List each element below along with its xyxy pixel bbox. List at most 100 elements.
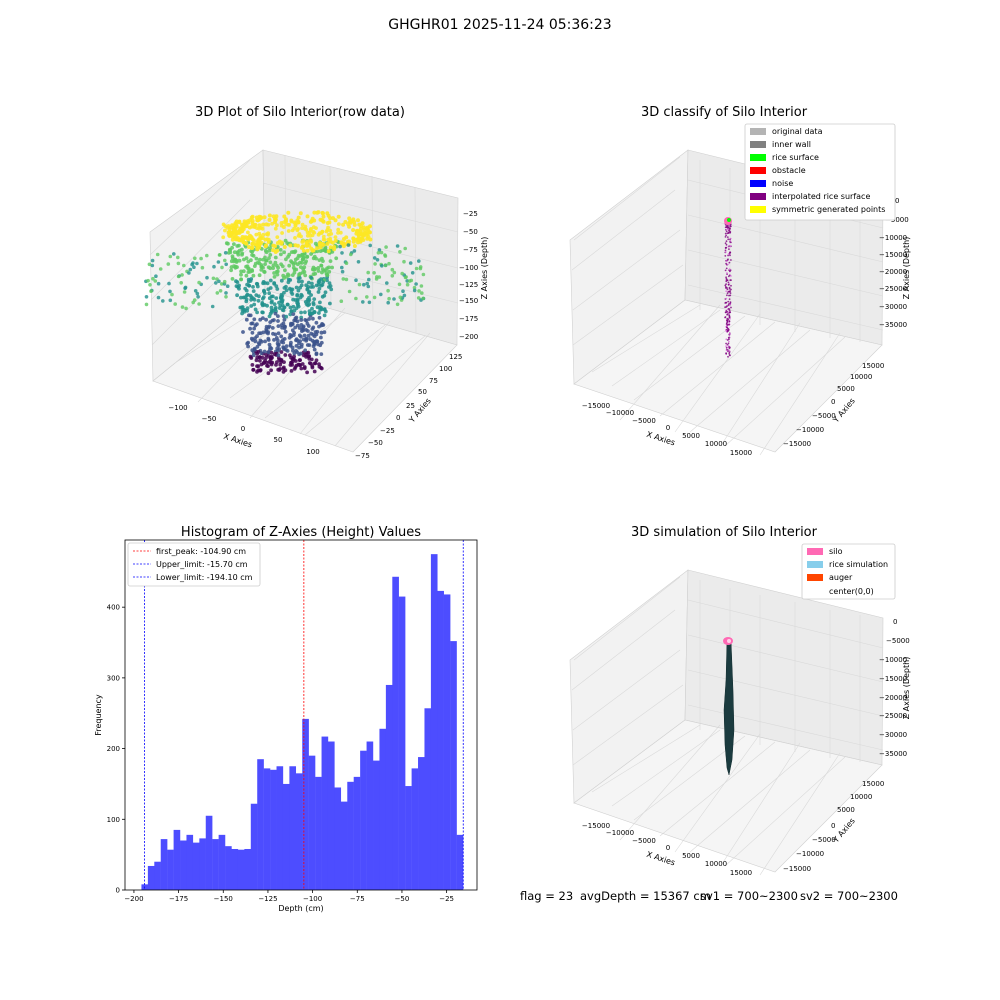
raw-point <box>352 244 357 248</box>
raw-point <box>412 288 417 293</box>
raw-point <box>266 325 271 330</box>
raw-point <box>309 357 314 362</box>
raw-point <box>296 288 301 293</box>
raw-point <box>312 210 317 215</box>
histogram-bar <box>353 776 361 890</box>
raw-point <box>280 308 285 312</box>
raw-point <box>227 233 232 238</box>
classify-point <box>728 261 731 264</box>
raw-point <box>170 292 174 297</box>
raw-point <box>407 279 412 283</box>
simulation-x-tick: −10000 <box>606 829 634 837</box>
raw-point <box>269 294 274 299</box>
classify-point <box>726 294 728 297</box>
classify-point <box>727 253 730 256</box>
raw-point <box>205 253 209 258</box>
raw-point <box>303 224 308 229</box>
raw-point <box>272 302 277 307</box>
raw-point <box>258 331 263 336</box>
raw-point <box>295 243 300 248</box>
raw-point <box>262 289 266 294</box>
legend-swatch-rice-simulation <box>807 561 823 568</box>
raw-point <box>319 307 324 312</box>
box-gridline <box>759 752 841 876</box>
raw-point <box>332 247 337 252</box>
raw-point <box>210 304 215 309</box>
classify-point <box>725 276 727 279</box>
classify-point <box>729 354 731 357</box>
classify-point <box>726 305 728 308</box>
box-gridline <box>674 313 761 433</box>
histogram-bar <box>160 839 168 890</box>
raw-point <box>308 337 312 342</box>
raw-point <box>193 289 198 293</box>
raw-point <box>232 264 237 269</box>
raw-z-tick: −100 <box>459 264 478 272</box>
raw-point <box>280 264 285 269</box>
raw-point <box>315 246 319 251</box>
raw-point <box>279 334 284 339</box>
raw-point <box>289 309 294 313</box>
histogram-bar <box>327 741 335 890</box>
raw-point <box>279 358 284 363</box>
legend-swatch-rice-surface <box>750 154 766 161</box>
histogram-bar <box>173 829 181 890</box>
box-gridline <box>611 309 721 387</box>
raw-point <box>296 215 301 220</box>
raw-point <box>158 267 163 271</box>
raw-point <box>346 222 351 227</box>
histogram-bar <box>225 846 232 890</box>
classify-point <box>724 226 727 229</box>
raw-point <box>304 241 309 246</box>
raw-point <box>303 318 308 322</box>
classify-point <box>725 267 728 270</box>
raw-point <box>308 234 313 238</box>
raw-point <box>320 210 325 215</box>
raw-point <box>211 276 216 281</box>
raw-point <box>313 271 318 276</box>
raw-data-y-ticks: −75 −50 −25 0 25 50 75 100 125 <box>355 353 462 460</box>
legend-label-auger: auger <box>829 573 853 582</box>
raw-point <box>326 249 331 254</box>
silo-body-shape <box>723 639 735 776</box>
box-gridline <box>721 742 801 865</box>
histogram-bar <box>347 781 354 890</box>
raw-point <box>326 225 330 230</box>
raw-point <box>229 259 234 264</box>
raw-point <box>279 292 284 297</box>
raw-point <box>302 333 307 338</box>
raw-point <box>245 282 250 287</box>
raw-point <box>269 305 274 310</box>
raw-point <box>288 312 293 317</box>
raw-point <box>312 230 317 235</box>
raw-point <box>248 218 252 223</box>
raw-point <box>319 330 324 335</box>
histogram-plot-frame <box>124 539 478 891</box>
raw-point <box>156 281 161 286</box>
box-gridline <box>687 249 884 297</box>
classify-point <box>725 279 728 281</box>
raw-point <box>273 244 277 249</box>
raw-point <box>284 344 289 348</box>
raw-point <box>297 333 302 338</box>
raw-point <box>356 260 361 264</box>
raw-point <box>246 340 251 345</box>
raw-point <box>316 269 321 273</box>
raw-point <box>410 271 415 275</box>
box-gridline <box>572 264 684 346</box>
raw-point <box>286 229 291 233</box>
raw-point <box>250 268 254 272</box>
raw-point <box>300 279 304 284</box>
raw-point <box>325 221 330 225</box>
raw-point <box>328 245 333 250</box>
raw-point <box>307 302 312 307</box>
raw-point <box>317 315 322 320</box>
simulation-z-tick: −5000 <box>886 637 910 645</box>
raw-point <box>312 347 317 352</box>
histogram-bar <box>373 760 380 890</box>
raw-point <box>283 329 288 334</box>
raw-point <box>254 358 259 363</box>
raw-point <box>314 283 319 288</box>
raw-point <box>176 261 181 266</box>
raw-point <box>315 249 320 254</box>
